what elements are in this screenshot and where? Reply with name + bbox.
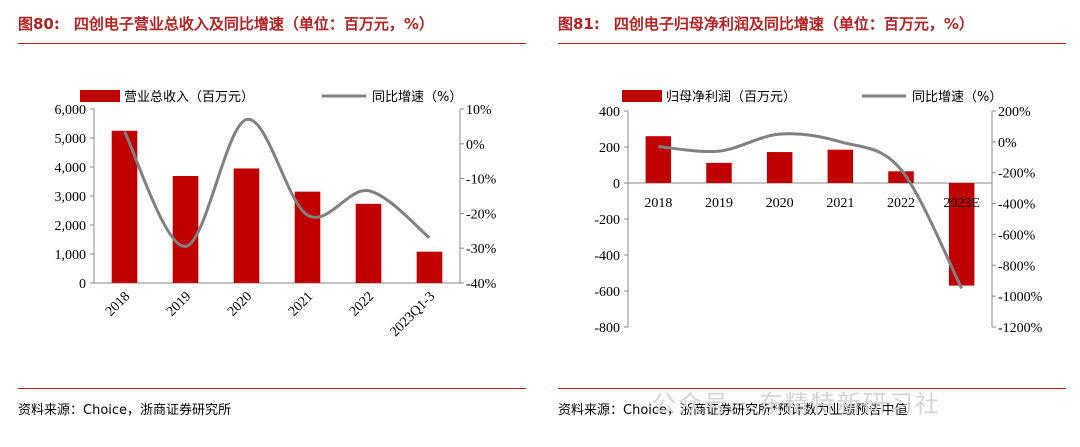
left-tick-label: 4,000 [55,161,87,176]
legend-bar-swatch [80,90,120,102]
title-divider [18,43,526,44]
x-tick-label: 2022 [887,196,915,211]
bar [766,152,793,183]
left-tick-label: -600 [594,285,620,300]
left-tick-label: 6,000 [55,103,87,118]
source-note: 资料来源：Choice，浙商证券研究所*预计数为业绩预告中值 [558,403,908,418]
x-tick-label: 2020 [766,196,794,211]
x-tick-label: 2019 [164,289,194,319]
x-tick-label: 2021 [826,196,854,211]
title-divider [558,43,1066,44]
legend-line-label: 同比增速（%） [372,90,462,105]
chart-title: 图80: 四创电子营业总收入及同比增速（单位：百万元，%） [18,13,434,34]
x-tick-label: 2023Q1-3 [388,289,439,340]
left-tick-label: 200 [599,141,620,156]
right-tick-label: -30% [466,242,497,257]
bar [888,171,914,183]
figure-label: 图81: [558,15,600,33]
bar [172,175,199,283]
left-tick-label: 0 [79,277,86,292]
right-tick-label: -800% [998,259,1036,274]
right-tick-label: -600% [998,228,1036,243]
right-tick-label: -1200% [998,321,1043,336]
left-tick-label: -200 [594,213,620,228]
x-tick-label: 2021 [286,289,316,319]
right-tick-label: -20% [466,207,497,222]
chart-title: 图81: 四创电子归母净利润及同比增速（单位：百万元，%） [558,13,974,34]
bar [645,136,672,183]
source-note: 资料来源：Choice，浙商证券研究所 [18,403,232,418]
bar [416,251,443,283]
source-divider [558,388,1066,389]
left-tick-label: -400 [594,249,620,264]
bar [233,168,260,283]
right-tick-label: 0% [466,138,485,153]
chart-panel-net-profit: 图81: 四创电子归母净利润及同比增速（单位：百万元，%） -800 -600 -40… [540,0,1080,447]
right-tick-label: -200% [998,167,1036,182]
left-tick-label: 5,000 [55,132,87,147]
left-tick-label: 400 [599,105,620,120]
x-tick-label: 2022 [347,289,377,319]
bar [355,203,382,283]
x-tick-label: 2020 [225,289,255,319]
figure-caption: 四创电子归母净利润及同比增速（单位：百万元，%） [613,15,974,33]
bar [706,162,732,183]
bar [111,130,138,283]
growth-rate-line [123,117,431,248]
chart-panel-revenue: 图80: 四创电子营业总收入及同比增速（单位：百万元，%） 0 1,000 2,000… [18,13,526,418]
legend-line-label: 同比增速（%） [912,90,1002,105]
left-tick-label: 1,000 [55,248,87,263]
figure-caption: 四创电子营业总收入及同比增速（单位：百万元，%） [73,15,434,33]
right-tick-label: -10% [466,173,497,188]
net-profit-chart: -800 -600 -400 -200 0 200 400 -1200% -1000% -800%… [594,90,1043,336]
left-tick-label: 3,000 [55,190,87,205]
x-tick-label: 2018 [103,289,133,319]
source-divider [18,388,526,389]
x-tick-label: 2019 [705,196,733,211]
x-tick-label: 2018 [644,196,672,211]
figure-label: 图80: [18,15,60,33]
revenue-chart: 0 1,000 2,000 3,000 4,000 5,000 6,000 -40% -30% -… [55,90,497,340]
right-tick-label: 0% [998,136,1017,151]
right-tick-label: 200% [998,105,1031,120]
right-tick-label: 10% [466,103,492,118]
legend-bar-label: 归母净利润（百万元） [666,90,796,105]
growth-rate-line [658,132,964,290]
right-tick-label: -400% [998,198,1036,213]
left-tick-label: 0 [613,177,620,192]
right-tick-label: -1000% [998,290,1043,305]
left-tick-label: 2,000 [55,219,87,234]
x-tick-label: 2023E [943,196,980,211]
right-tick-label: -40% [466,277,497,292]
watermark: 公众号 · 东精特新研习社 [652,390,941,418]
bar [827,149,854,183]
legend-bar-label: 营业总收入（百万元） [124,90,254,105]
left-tick-label: -800 [594,321,620,336]
legend-bar-swatch [622,90,662,102]
